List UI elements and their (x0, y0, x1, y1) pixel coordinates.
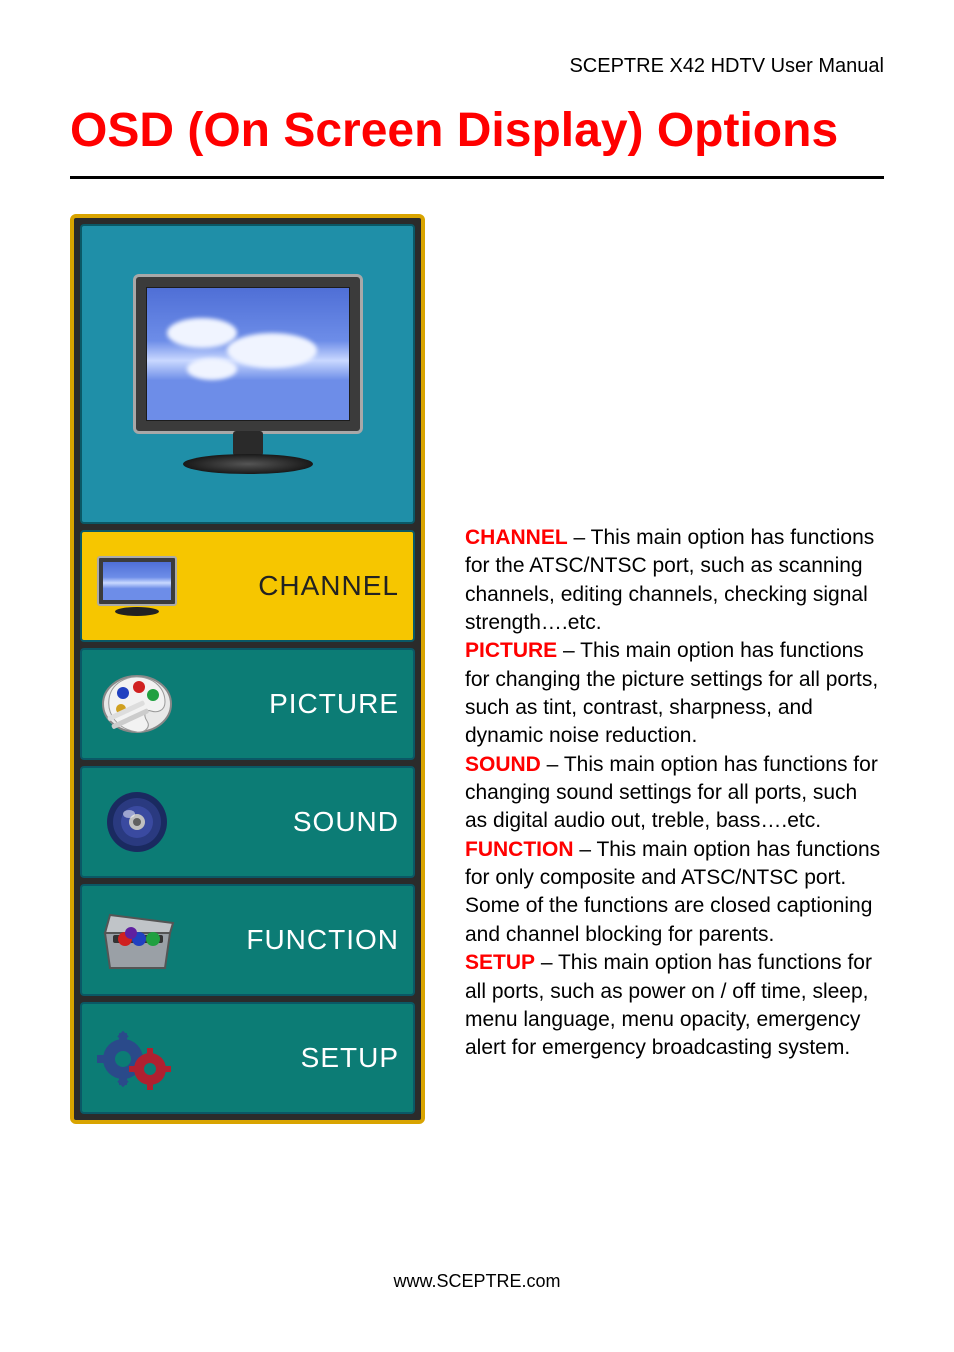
menu-item-setup[interactable]: SETUP (80, 1002, 415, 1114)
title-underline (70, 176, 884, 179)
speaker-icon (92, 782, 182, 862)
menu-label-picture: PICTURE (194, 688, 399, 720)
menu-item-picture[interactable]: PICTURE (80, 648, 415, 760)
descriptions-column: CHANNEL – This main option has functions… (465, 214, 884, 1063)
desc-key-picture: PICTURE (465, 639, 557, 662)
desc-channel: CHANNEL – This main option has functions… (465, 524, 884, 637)
tv-preview-icon (133, 274, 363, 474)
menu-item-channel[interactable]: CHANNEL (80, 530, 415, 642)
menu-item-function[interactable]: FUNCTION (80, 884, 415, 996)
osd-menu-panel: CHANNEL PICTURE (70, 214, 425, 1124)
desc-key-setup: SETUP (465, 951, 535, 974)
desc-key-sound: SOUND (465, 753, 541, 776)
menu-label-sound: SOUND (194, 806, 399, 838)
desc-key-channel: CHANNEL (465, 526, 568, 549)
desc-key-function: FUNCTION (465, 838, 574, 861)
desc-function: FUNCTION – This main option has function… (465, 836, 884, 949)
tv-icon (92, 546, 182, 626)
toolbox-icon (92, 900, 182, 980)
menu-label-function: FUNCTION (194, 924, 399, 956)
gears-icon (92, 1018, 182, 1098)
desc-picture: PICTURE – This main option has functions… (465, 637, 884, 750)
palette-icon (92, 664, 182, 744)
desc-setup: SETUP – This main option has functions f… (465, 949, 884, 1062)
menu-label-setup: SETUP (194, 1042, 399, 1074)
content-row: CHANNEL PICTURE (70, 214, 884, 1124)
desc-sound: SOUND – This main option has functions f… (465, 751, 884, 836)
page-title: OSD (On Screen Display) Options (70, 103, 884, 166)
osd-preview-pane (80, 224, 415, 524)
footer-url: www.SCEPTRE.com (0, 1271, 954, 1292)
menu-label-channel: CHANNEL (194, 570, 399, 602)
document-header: SCEPTRE X42 HDTV User Manual (70, 55, 884, 78)
menu-item-sound[interactable]: SOUND (80, 766, 415, 878)
